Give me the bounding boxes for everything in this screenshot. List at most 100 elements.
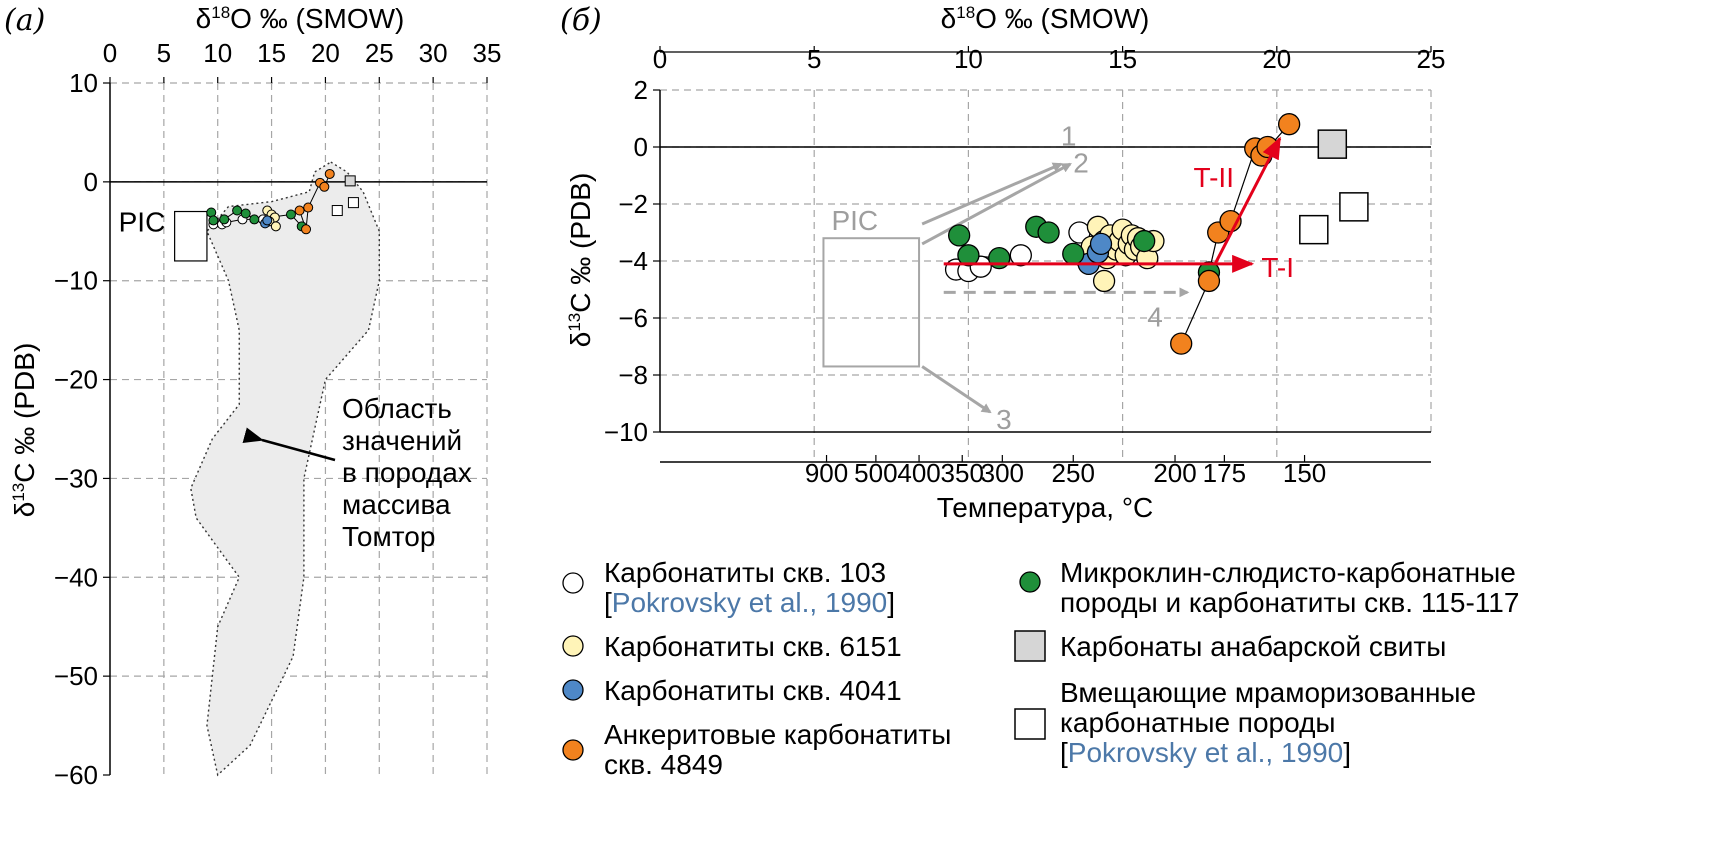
legend-label: Карбонатиты скв. 6151	[604, 631, 902, 662]
panel-b-temperature-tick-label: 400	[897, 458, 940, 488]
panel-b-x-tick-label: 0	[653, 44, 667, 74]
panel-b-point	[1062, 242, 1085, 266]
panel-b-y-tick-label: −6	[618, 303, 648, 333]
tomtor-value-region	[190, 161, 380, 777]
region-label-line-2: значений	[342, 425, 462, 456]
panel-a-y-tick-label: −30	[54, 463, 98, 493]
panel-a-point	[303, 202, 314, 213]
legend-label: Карбонатиты скв. 103	[604, 557, 886, 588]
panel-a-point	[270, 221, 281, 232]
panel-b-x-tick-label: 15	[1108, 44, 1137, 74]
panel-b-point	[1092, 269, 1116, 293]
legend-reference: [Pokrovsky et al., 1990]	[604, 587, 895, 618]
panel-a-point	[347, 197, 359, 209]
panel-a-point	[331, 205, 343, 217]
panel-b-point	[957, 244, 980, 267]
panel-b-point	[1317, 129, 1348, 159]
panel-a-x-title: δ18O ‰ (SMOW)	[196, 3, 405, 34]
panel-b-temperature-tick-label: 350	[941, 458, 984, 488]
panel-a-point	[219, 214, 230, 225]
panel-b-x-tick-label: 5	[807, 44, 821, 74]
trend-label: 4	[1147, 302, 1163, 333]
panel-b-temperature-tick-label: 500	[854, 458, 897, 488]
panel-a-point	[324, 168, 335, 179]
panel-a-x-tick-label: 20	[311, 38, 340, 68]
panel-b-y-tick-label: −8	[618, 360, 648, 390]
panel-a-pic-label: PIC	[119, 207, 166, 238]
panel-a-point	[232, 205, 243, 216]
panel-b-temperature-tick-label: 200	[1153, 458, 1196, 488]
panel-b-label: (б)	[560, 3, 602, 38]
panel-a-x-tick-label: 25	[365, 38, 394, 68]
panel-a-point	[285, 209, 296, 220]
panel-a-point	[262, 215, 273, 226]
panel-b-temperature-tick-label: 300	[981, 458, 1024, 488]
panel-b-point	[1089, 232, 1113, 256]
legend-label: Микроклин-слюдисто-карбонатные	[1060, 557, 1516, 588]
trend-label: 2	[1073, 148, 1089, 179]
legend: Карбонатиты скв. 103[Pokrovsky et al., 1…	[562, 557, 1519, 780]
panel-a-x-tick-label: 30	[419, 38, 448, 68]
trend-label-t1: T-I	[1261, 252, 1294, 283]
panel-a-x-tick-label: 10	[203, 38, 232, 68]
legend-marker	[1014, 630, 1046, 662]
legend-label: Карбонатиты скв. 4041	[604, 675, 902, 706]
panel-a-point	[249, 214, 260, 225]
trend-label-t2: T-II	[1194, 162, 1234, 193]
region-label-line-4: массива	[342, 489, 451, 520]
region-label-line-3: в породах	[342, 457, 472, 488]
panel-b-y-tick-label: −10	[604, 417, 648, 447]
panel-a-point	[319, 181, 330, 192]
trend-arrow	[921, 365, 992, 414]
legend-label: Вмещающие мраморизованные	[1060, 677, 1476, 708]
trend-arrow	[921, 162, 1072, 246]
panel-b-point	[1277, 113, 1301, 136]
panel-b-point	[1339, 192, 1369, 222]
legend-marker	[1019, 571, 1041, 593]
panel-a-x-tick-label: 5	[157, 38, 171, 68]
panel-b-temperature-tick-label: 900	[805, 458, 848, 488]
panel-a-y-tick-label: −50	[54, 661, 98, 691]
panel-b-pic-label: PIC	[831, 205, 878, 236]
legend-label: породы и карбонатиты скв. 115-117	[1060, 587, 1519, 618]
panel-a-point	[344, 175, 356, 187]
panel-b-point	[1133, 229, 1156, 253]
panel-a-pic-box	[174, 210, 208, 262]
legend-label: Карбонаты анабарской свиты	[1060, 631, 1446, 662]
panel-a-region-annotation: Область значений в породах массива Томто…	[242, 393, 472, 552]
panel-b-x-tick-label: 25	[1417, 44, 1446, 74]
panel-a-point	[208, 215, 219, 226]
panel-b-point	[1299, 214, 1329, 245]
legend-label: Анкеритовые карбонатиты	[604, 719, 951, 750]
region-label-line-1: Область	[342, 393, 452, 424]
panel-b-temperature-tick-label: 250	[1052, 458, 1095, 488]
panel-b-y-title: δ13C ‰ (PDB)	[565, 173, 596, 348]
panel-b-y-tick-label: 0	[634, 132, 648, 162]
legend-label: скв. 4849	[604, 749, 723, 780]
panel-a-y-tick-label: −20	[54, 365, 98, 395]
panel-b-point	[1170, 332, 1193, 355]
panel-a-point	[240, 208, 251, 219]
panel-a: (а) δ18O ‰ (SMOW) δ13C ‰ (PDB) 0 5 10 15 20 2…	[4, 3, 501, 790]
legend-marker	[562, 572, 584, 594]
panel-b-x-title: δ18O ‰ (SMOW)	[941, 3, 1150, 34]
panel-b-y-tick-label: −2	[618, 189, 648, 219]
panel-b-x-tick-label: 20	[1262, 44, 1291, 74]
panel-a-y-tick-label: −60	[54, 760, 98, 790]
panel-a-y-tick-label: 10	[69, 68, 98, 98]
panel-b-point	[1037, 221, 1060, 244]
legend-reference: [Pokrovsky et al., 1990]	[1060, 737, 1351, 768]
panel-b-point	[1197, 269, 1221, 293]
panel-a-label: (а)	[4, 3, 45, 38]
panel-a-x-tick-label: 0	[103, 38, 117, 68]
legend-marker	[562, 635, 584, 657]
legend-marker	[562, 739, 584, 761]
panel-a-y-title: δ13C ‰ (PDB)	[9, 343, 40, 518]
legend-marker	[1014, 708, 1046, 740]
legend-label: карбонатные породы	[1060, 707, 1336, 738]
region-pointer-arrow	[242, 427, 336, 462]
panel-a-y-tick-label: 0	[84, 167, 98, 197]
panel-b-point	[988, 246, 1011, 270]
trend-label: 3	[996, 404, 1012, 435]
